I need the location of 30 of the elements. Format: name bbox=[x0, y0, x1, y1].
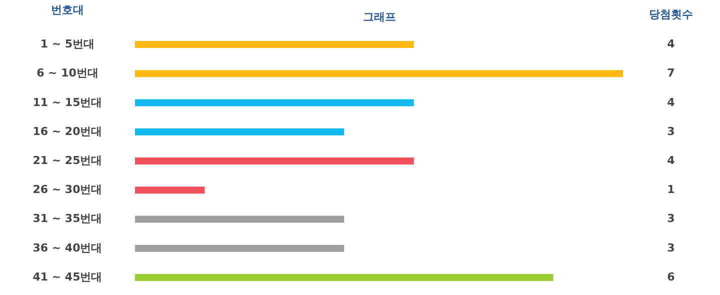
data-label: 4 bbox=[667, 154, 676, 167]
data-label: 7 bbox=[667, 66, 675, 80]
bar bbox=[135, 244, 344, 252]
data-label: 6 bbox=[667, 270, 676, 284]
bar bbox=[135, 41, 414, 48]
y-tick-label: 16 ~ 20번대 bbox=[32, 124, 102, 138]
data-label: 1 bbox=[667, 183, 675, 196]
y-tick-label: 21 ~ 25번대 bbox=[32, 154, 102, 167]
bar bbox=[135, 216, 344, 223]
text: 당첨횟수 bbox=[649, 8, 693, 21]
y-tick-label: 1 ~ 5번대 bbox=[40, 38, 95, 51]
x-axis-title: 그래프 bbox=[363, 10, 396, 24]
y-tick-label: 6 ~ 10번대 bbox=[36, 66, 98, 80]
data-label: 3 bbox=[667, 212, 675, 226]
y-tick-label: 41 ~ 45번대 bbox=[32, 270, 102, 284]
bar bbox=[135, 186, 205, 194]
bar bbox=[135, 158, 414, 164]
data-label: 4 bbox=[667, 38, 676, 51]
bar bbox=[135, 70, 623, 78]
y-tick-label: 26 ~ 30번대 bbox=[32, 183, 102, 196]
y-tick-label: 31 ~ 35번대 bbox=[32, 212, 102, 226]
bar bbox=[135, 128, 344, 136]
bar bbox=[135, 99, 414, 106]
data-label: 3 bbox=[667, 241, 675, 254]
data-label: 3 bbox=[667, 124, 675, 138]
y-tick-label: 36 ~ 40번대 bbox=[32, 241, 102, 254]
y-tick-label: 11 ~ 15번대 bbox=[32, 96, 102, 109]
bar bbox=[135, 274, 554, 281]
data-label: 4 bbox=[667, 96, 676, 109]
y-axis-title: 번호대 bbox=[51, 4, 84, 16]
